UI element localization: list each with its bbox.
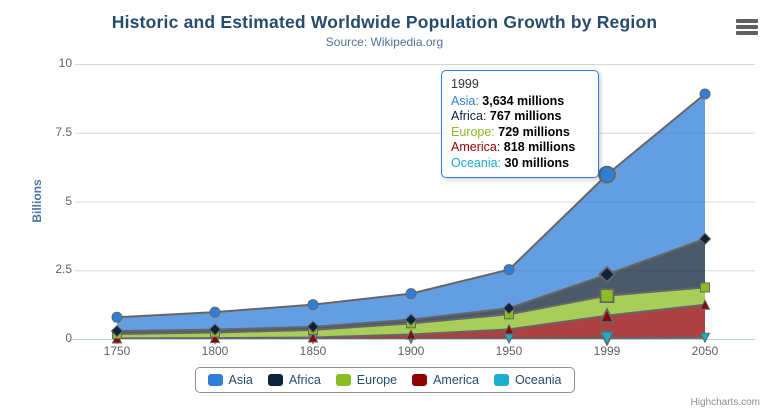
marker-oceania-2050[interactable]: [699, 332, 711, 344]
marker-asia-1800[interactable]: [209, 306, 221, 318]
marker-africa-1999[interactable]: [598, 265, 616, 284]
tooltip-series-value: 3,634 millions: [482, 93, 565, 108]
area-africa[interactable]: [117, 238, 705, 334]
x-axis-label-1900: 1900: [397, 344, 425, 358]
export-menu-button[interactable]: [736, 19, 758, 36]
marker-america-1850[interactable]: [307, 331, 319, 343]
marker-america-1999[interactable]: [599, 307, 615, 324]
legend-swatch-icon: [493, 374, 509, 386]
marker-oceania-1999[interactable]: [599, 330, 615, 347]
tooltip-series-value: 30 millions: [504, 155, 570, 170]
marker-america-1900[interactable]: [405, 328, 417, 340]
legend: Asia Africa Europe America Oceania: [194, 367, 575, 393]
marker-africa-1800[interactable]: [208, 323, 222, 336]
legend-swatch-icon: [335, 374, 351, 386]
marker-america-1800[interactable]: [209, 332, 221, 344]
tooltip-series-value: 729 millions: [498, 124, 570, 139]
legend-swatch-icon: [267, 374, 283, 386]
legend-item-america[interactable]: America: [412, 373, 479, 387]
legend-item-europe[interactable]: Europe: [335, 373, 398, 387]
tooltip-series-name: America:: [451, 140, 504, 155]
tooltip: 1999 Asia: 3,634 millions Africa: 767 mil…: [441, 70, 599, 178]
x-axis-label-1750: 1750: [103, 344, 131, 358]
area-asia[interactable]: [117, 94, 705, 332]
marker-africa-1950[interactable]: [502, 301, 516, 315]
legend-swatch-icon: [207, 374, 223, 386]
marker-america-1950[interactable]: [503, 323, 515, 335]
tooltip-row-asia: Asia: 3,634 millions: [451, 94, 589, 110]
marker-europe-2050[interactable]: [700, 282, 710, 293]
credits-link[interactable]: Highcharts.com: [690, 397, 760, 408]
x-axis-label-2050: 2050: [691, 344, 719, 358]
x-axis-label-1950: 1950: [495, 344, 523, 358]
y-axis-label-10: 10: [58, 56, 72, 70]
tooltip-row-europe: Europe: 729 millions: [451, 125, 589, 141]
x-axis-label-1850: 1850: [299, 344, 327, 358]
legend-swatch-icon: [412, 374, 428, 386]
hamburger-menu-icon: [736, 19, 758, 23]
marker-asia-1999[interactable]: [598, 165, 616, 184]
x-axis-label-1800: 1800: [201, 344, 229, 358]
marker-africa-2050[interactable]: [698, 232, 712, 246]
chart-subtitle: Source: Wikipedia.org: [325, 35, 444, 49]
marker-asia-1850[interactable]: [307, 299, 319, 311]
tooltip-series-value: 767 millions: [489, 109, 562, 124]
marker-asia-1950[interactable]: [503, 264, 515, 276]
tooltip-series-name: Oceania:: [451, 155, 505, 170]
legend-item-africa[interactable]: Africa: [267, 373, 321, 387]
marker-asia-1900[interactable]: [405, 288, 417, 300]
y-axis-label-0: 0: [65, 331, 72, 345]
y-axis-label-5: 5: [65, 193, 72, 208]
legend-label: Oceania: [514, 373, 562, 387]
tooltip-row-oceania: Oceania: 30 millions: [451, 156, 589, 172]
legend-label: Asia: [228, 373, 253, 387]
tooltip-row-africa: Africa: 767 millions: [451, 109, 589, 125]
marker-america-2050[interactable]: [699, 299, 711, 310]
area-america[interactable]: [117, 304, 705, 339]
chart-title: Historic and Estimated Worldwide Populat…: [111, 12, 658, 32]
legend-label: Europe: [356, 373, 398, 387]
hamburger-menu-icon: [736, 25, 758, 29]
tooltip-row-america: America: 818 millions: [451, 140, 589, 156]
marker-europe-1999[interactable]: [599, 288, 615, 304]
marker-africa-1850[interactable]: [306, 320, 320, 334]
legend-label: Africa: [288, 373, 321, 387]
y-axis-label-2.5: 2.5: [55, 262, 72, 277]
marker-asia-1750[interactable]: [111, 311, 123, 323]
tooltip-series-name: Asia:: [451, 93, 483, 108]
tooltip-series-name: Africa:: [451, 109, 490, 124]
marker-africa-1900[interactable]: [404, 313, 418, 326]
tooltip-series-value: 818 millions: [503, 140, 576, 155]
legend-item-oceania[interactable]: Oceania: [493, 373, 562, 387]
x-axis-label-1999: 1999: [593, 344, 621, 358]
hamburger-menu-icon: [736, 31, 758, 35]
marker-asia-2050[interactable]: [699, 88, 711, 100]
legend-label: America: [433, 373, 479, 387]
y-axis-label-7.5: 7.5: [55, 124, 72, 139]
tooltip-header: 1999: [451, 77, 479, 91]
tooltip-series-name: Europe:: [451, 124, 499, 139]
marker-africa-1750[interactable]: [110, 324, 124, 338]
legend-item-asia[interactable]: Asia: [207, 373, 253, 387]
